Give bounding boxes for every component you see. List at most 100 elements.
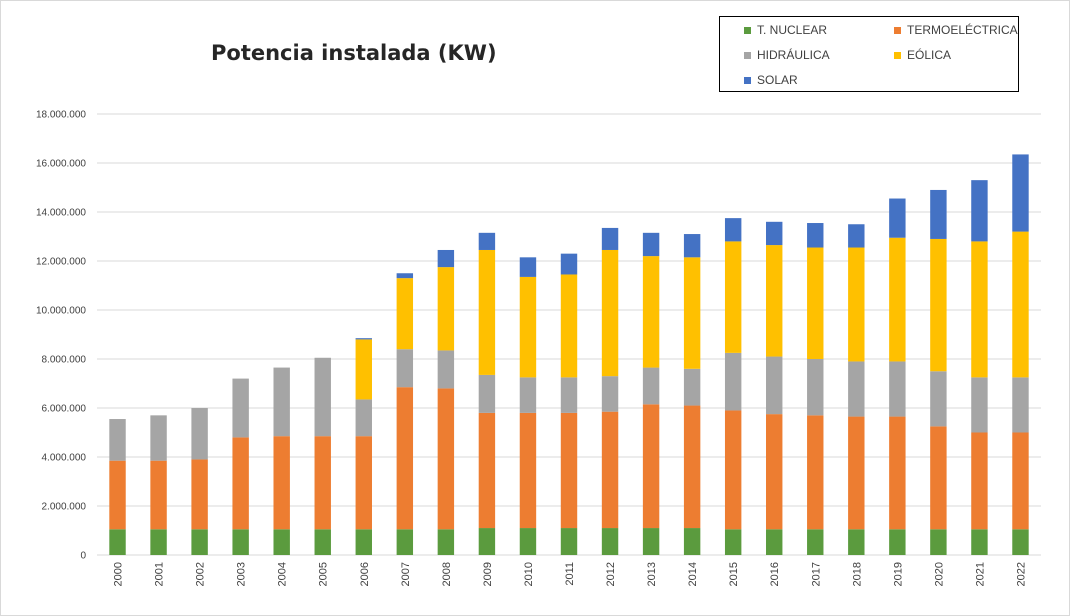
bar-segment <box>724 410 742 530</box>
bar-segment <box>724 352 742 411</box>
bar-segment <box>889 361 906 417</box>
bar-segment <box>930 426 947 530</box>
bar-segment <box>519 276 537 378</box>
bar-segment <box>560 412 578 529</box>
bar-segment <box>930 238 947 372</box>
bar-segment <box>478 249 496 375</box>
bar-segment <box>437 350 455 389</box>
legend-label-eolica: EÓLICA <box>907 48 952 62</box>
bar-segment <box>601 528 619 555</box>
bar-segment <box>807 415 824 530</box>
x-tick-label: 2010 <box>523 562 535 586</box>
bar-segment <box>437 267 455 351</box>
chart-title: Potencia instalada (KW) <box>211 41 497 65</box>
bar-segment <box>355 338 372 340</box>
bar-segment <box>478 528 496 555</box>
legend-label-solar: SOLAR <box>757 73 798 87</box>
x-tick-label: 2006 <box>359 562 371 586</box>
y-tick-label: 16.000.000 <box>36 159 86 170</box>
x-tick-label: 2000 <box>113 562 125 586</box>
bar-segment <box>314 529 331 555</box>
legend-entry-hidraulica: HIDRÁULICA <box>744 48 830 62</box>
bar-segment <box>519 377 537 413</box>
bar-segment <box>150 460 167 530</box>
bar-segment <box>889 198 906 238</box>
bar-segment <box>807 529 824 555</box>
bar-segment <box>150 415 167 461</box>
x-tick-label: 2018 <box>851 562 863 586</box>
x-tick-label: 2021 <box>974 562 986 586</box>
bar-segment <box>109 460 126 530</box>
bar-segment <box>396 278 414 350</box>
bar-segment <box>560 274 578 378</box>
legend-label-hidraulica: HIDRÁULICA <box>757 48 830 62</box>
bar-segment <box>355 436 372 530</box>
bar-segment <box>889 529 906 555</box>
x-tick-label: 2011 <box>564 562 576 586</box>
chart-legend: T. NUCLEAR TERMOELÉCTRICA HIDRÁULICA EÓL… <box>719 16 1019 92</box>
x-tick-label: 2015 <box>728 562 740 586</box>
x-tick-label: 2009 <box>482 562 494 586</box>
bar-segment <box>1012 377 1029 433</box>
bar-segment <box>519 528 537 555</box>
legend-swatch-hidraulica <box>744 51 751 59</box>
bar-segment <box>971 529 988 555</box>
bar-segment <box>396 529 414 555</box>
bar-segment <box>848 529 865 555</box>
y-tick-label: 14.000.000 <box>36 208 86 219</box>
y-tick-label: 12.000.000 <box>36 257 86 268</box>
bar-segment <box>971 241 988 378</box>
bar-segment <box>232 529 249 555</box>
bar-segment <box>848 224 865 248</box>
legend-label-termoelectrica: TERMOELÉCTRICA <box>907 23 1018 37</box>
bar-segment <box>478 412 496 529</box>
bar-segment <box>560 377 578 413</box>
bar-segment <box>1012 231 1029 378</box>
legend-entry-termoelectrica: TERMOELÉCTRICA <box>894 23 1018 37</box>
legend-entry-solar: SOLAR <box>744 73 798 87</box>
bar-segment <box>560 253 578 275</box>
bar-segment <box>519 257 537 277</box>
y-tick-label: 8.000.000 <box>42 355 87 366</box>
legend-swatch-eolica <box>894 51 901 59</box>
bar-segment <box>930 371 947 427</box>
bar-segment <box>930 189 947 239</box>
bar-segment <box>355 399 372 437</box>
y-tick-label: 4.000.000 <box>42 453 87 464</box>
bar-segment <box>396 273 414 279</box>
bar-segment <box>930 529 947 555</box>
bar-segment <box>150 529 167 555</box>
legend-swatch-solar <box>744 76 751 84</box>
bar-segment <box>683 234 701 258</box>
bar-segment <box>191 408 208 460</box>
x-tick-label: 2004 <box>277 562 289 586</box>
bar-segment <box>437 529 455 555</box>
bar-segment <box>232 378 249 438</box>
legend-swatch-termoelectrica <box>894 26 901 34</box>
bar-segment <box>437 249 455 268</box>
bar-segment <box>478 232 496 250</box>
bar-segment <box>642 404 660 529</box>
bar-segment <box>889 237 906 362</box>
x-tick-label: 2012 <box>605 562 617 586</box>
bar-segment <box>1012 432 1029 530</box>
bar-segment <box>478 374 496 413</box>
bar-segment <box>642 367 660 405</box>
bar-segment <box>396 387 414 530</box>
x-tick-label: 2014 <box>687 562 699 586</box>
x-tick-label: 2013 <box>646 562 658 586</box>
bar-segment <box>560 528 578 555</box>
bar-segment <box>683 405 701 529</box>
legend-swatch-nuclear <box>744 26 751 34</box>
legend-label-nuclear: T. NUCLEAR <box>757 23 828 37</box>
bar-segment <box>642 232 660 257</box>
bar-segment <box>601 376 619 412</box>
bar-segment <box>396 349 414 388</box>
x-tick-label: 2007 <box>400 562 412 586</box>
bar-segment <box>766 245 783 357</box>
x-tick-label: 2002 <box>195 562 207 586</box>
bar-segment <box>601 411 619 529</box>
x-tick-label: 2001 <box>154 562 166 586</box>
bar-segment <box>191 529 208 555</box>
bar-segment <box>683 257 701 369</box>
